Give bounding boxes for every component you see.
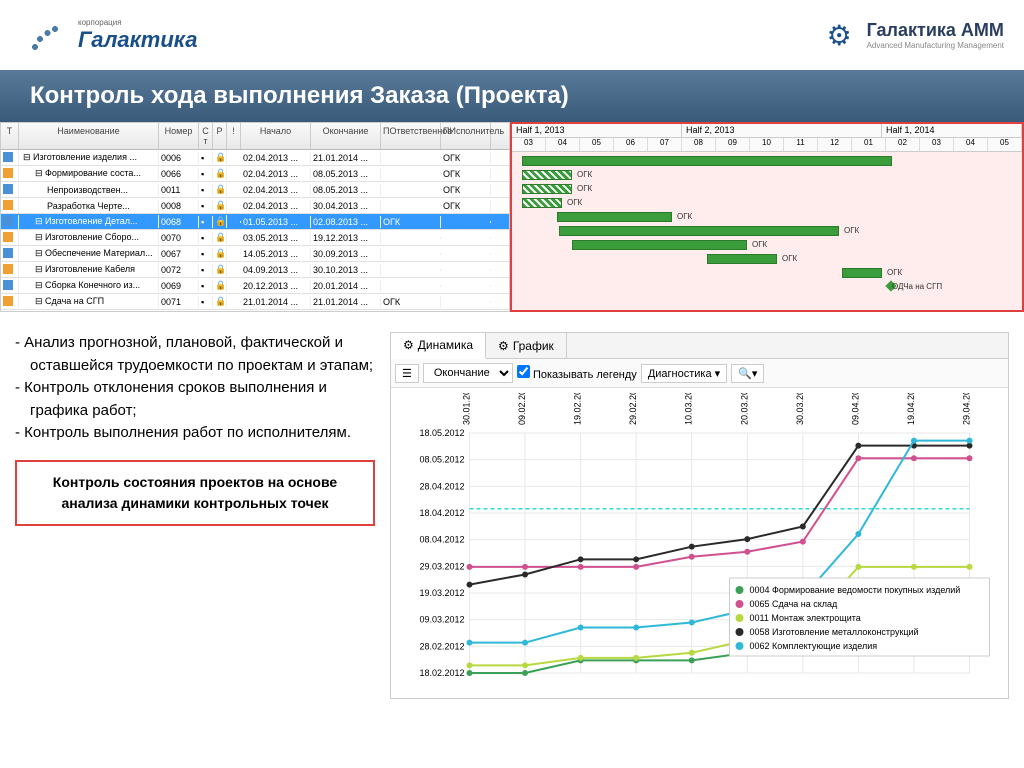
svg-text:19.02.2012: 19.02.2012 [573,393,583,425]
svg-text:08.05.2012: 08.05.2012 [419,455,464,465]
page-title: Контроль хода выполнения Заказа (Проекта… [0,70,1024,122]
tab-Динамика[interactable]: ⚙Динамика [391,333,486,359]
end-dropdown[interactable]: Окончание [423,363,513,383]
toolbar-menu-icon[interactable]: ☰ [395,364,419,383]
gantt-chart[interactable]: Half 1, 2013Half 2, 2013Half 1, 2014 030… [510,122,1024,312]
col-isp[interactable]: ПИсполнитель [441,123,491,149]
svg-text:10.03.2012: 10.03.2012 [684,393,694,425]
svg-text:30.01.2012: 30.01.2012 [462,393,472,425]
col-c[interactable]: С т [199,123,213,149]
col-name[interactable]: Наименование [19,123,159,149]
svg-text:29.03.2012: 29.03.2012 [419,561,464,571]
logo-left-sub: корпорация [78,18,197,27]
svg-text:19.04.2012: 19.04.2012 [906,393,916,425]
svg-text:28.04.2012: 28.04.2012 [419,481,464,491]
text-column: Анализ прогнозной, плановой, фактической… [15,332,375,699]
logo-left-text: Галактика [78,27,197,53]
svg-text:08.04.2012: 08.04.2012 [419,535,464,545]
logo-left: корпорация Галактика [20,15,197,55]
table-row[interactable]: Непроизводствен... 0011▪🔒 02.04.2013 ...… [1,182,509,198]
gear-icon: ⚙ [827,19,859,51]
svg-text:29.04.2012: 29.04.2012 [962,393,972,425]
logo-right-text: Галактика AMM [867,20,1004,41]
tab-График[interactable]: ⚙График [486,333,567,358]
header: корпорация Галактика ⚙ Галактика AMM Adv… [0,0,1024,70]
col-number[interactable]: Номер [159,123,199,149]
logo-fan-icon [20,15,70,55]
svg-text:18.02.2012: 18.02.2012 [419,668,464,678]
task-grid[interactable]: Т Наименование Номер С т Р ! Начало Окон… [0,122,510,312]
svg-text:20.03.2012: 20.03.2012 [739,393,749,425]
svg-text:30.03.2012: 30.03.2012 [795,393,805,425]
chart-tabs: ⚙Динамика⚙График [391,333,1008,359]
svg-text:19.03.2012: 19.03.2012 [419,588,464,598]
table-row[interactable]: Разработка Черте... 0008▪🔒 02.04.2013 ..… [1,198,509,214]
svg-text:29.02.2012: 29.02.2012 [628,393,638,425]
svg-text:18.04.2012: 18.04.2012 [419,508,464,518]
logo-right: ⚙ Галактика AMM Advanced Manufacturing M… [827,19,1004,51]
table-row[interactable]: ⊟ Сдача на СГП 0071▪🔒 21.01.2014 ...21.0… [1,294,509,310]
svg-text:0004 Формирование ведомости по: 0004 Формирование ведомости покупных изд… [750,585,961,595]
grid-header: Т Наименование Номер С т Р ! Начало Окон… [1,123,509,150]
col-type[interactable]: Т [1,123,19,149]
search-icon[interactable]: 🔍▾ [731,364,764,383]
svg-text:28.02.2012: 28.02.2012 [419,641,464,651]
col-r[interactable]: Р [213,123,227,149]
svg-text:0058 Изготовление металлоконст: 0058 Изготовление металлоконструкций [750,627,919,637]
table-row[interactable]: ⊟ Сборка Конечного из... 0069▪🔒 20.12.20… [1,278,509,294]
svg-text:0062 Комплектующие изделия: 0062 Комплектующие изделия [750,641,878,651]
svg-text:18.05.2012: 18.05.2012 [419,428,464,438]
callout-box: Контроль состояния проектов на основе ан… [15,460,375,526]
logo-right-sub: Advanced Manufacturing Management [867,41,1004,50]
table-row[interactable]: ⊟ Изготовление Кабеля 0072▪🔒 04.09.2013 … [1,262,509,278]
svg-text:0011 Монтаж электрощита: 0011 Монтаж электрощита [750,613,861,623]
table-row[interactable]: ⊟ Изготовление изделия ... 0006▪🔒 02.04.… [1,150,509,166]
col-resp[interactable]: ПОтветственное [381,123,441,149]
bullet-item: Контроль выполнения работ по исполнителя… [30,422,375,445]
legend-checkbox[interactable]: Показывать легенду [517,365,637,381]
col-start[interactable]: Начало [241,123,311,149]
line-chart[interactable]: 18.02.2012 28.02.2012 09.03.2012 19.03.2012… [391,388,1008,698]
chart-toolbar: ☰ Окончание Показывать легенду Диагности… [391,359,1008,388]
diagnostics-dropdown[interactable]: Диагностика ▾ [641,364,727,383]
table-row[interactable]: ⊟ Изготовление Детал... 0068▪🔒 01.05.201… [1,214,509,230]
svg-text:09.04.2012: 09.04.2012 [850,393,860,425]
table-row[interactable]: ⊟ Обеспечение Материал... 0067▪🔒 14.05.2… [1,246,509,262]
bullet-item: Анализ прогнозной, плановой, фактической… [30,332,375,377]
col-ex[interactable]: ! [227,123,241,149]
svg-text:09.02.2012: 09.02.2012 [517,393,527,425]
chart-panel: ⚙Динамика⚙График ☰ Окончание Показывать … [390,332,1009,699]
svg-text:09.03.2012: 09.03.2012 [419,615,464,625]
table-row[interactable]: ⊟ Формирование соста... 0066▪🔒 02.04.201… [1,166,509,182]
table-row[interactable]: ⊟ Изготовление Сборо... 0070▪🔒 03.05.201… [1,230,509,246]
bullet-item: Контроль отклонения сроков выполнения и … [30,377,375,422]
col-end[interactable]: Окончание [311,123,381,149]
svg-text:0065 Сдача на склад: 0065 Сдача на склад [750,599,839,609]
